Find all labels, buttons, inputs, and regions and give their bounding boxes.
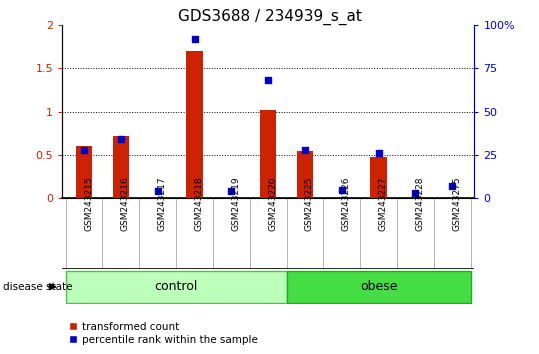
Text: GSM243226: GSM243226	[342, 177, 351, 231]
Text: control: control	[155, 280, 198, 293]
Point	[411, 190, 420, 196]
Point	[190, 36, 199, 41]
Text: GSM243228: GSM243228	[416, 177, 424, 231]
Text: GSM243215: GSM243215	[84, 177, 93, 231]
Point	[154, 188, 162, 194]
Text: GSM243227: GSM243227	[378, 177, 388, 231]
Text: GSM243275: GSM243275	[452, 177, 461, 231]
Point	[448, 183, 457, 189]
Point	[264, 78, 273, 83]
Bar	[287, 271, 471, 303]
Bar	[296, 150, 313, 198]
Bar	[76, 146, 92, 198]
Legend: transformed count, percentile rank within the sample: transformed count, percentile rank withi…	[65, 317, 262, 349]
Bar	[66, 271, 287, 303]
Text: GSM243216: GSM243216	[121, 177, 130, 231]
Point	[116, 136, 125, 142]
Point	[80, 147, 88, 153]
Bar	[186, 51, 203, 198]
Point	[227, 188, 236, 194]
Point	[301, 147, 309, 153]
Text: GSM243225: GSM243225	[305, 177, 314, 231]
Point	[374, 150, 383, 156]
Bar	[370, 158, 387, 198]
Text: obese: obese	[360, 280, 397, 293]
Text: GSM243218: GSM243218	[195, 177, 204, 231]
Bar	[113, 136, 129, 198]
Text: GDS3688 / 234939_s_at: GDS3688 / 234939_s_at	[177, 9, 362, 25]
Text: GSM243217: GSM243217	[158, 177, 167, 231]
Point	[337, 187, 346, 193]
Bar	[260, 110, 277, 198]
Text: disease state: disease state	[3, 282, 72, 292]
Text: GSM243220: GSM243220	[268, 177, 277, 231]
Text: GSM243219: GSM243219	[231, 177, 240, 231]
